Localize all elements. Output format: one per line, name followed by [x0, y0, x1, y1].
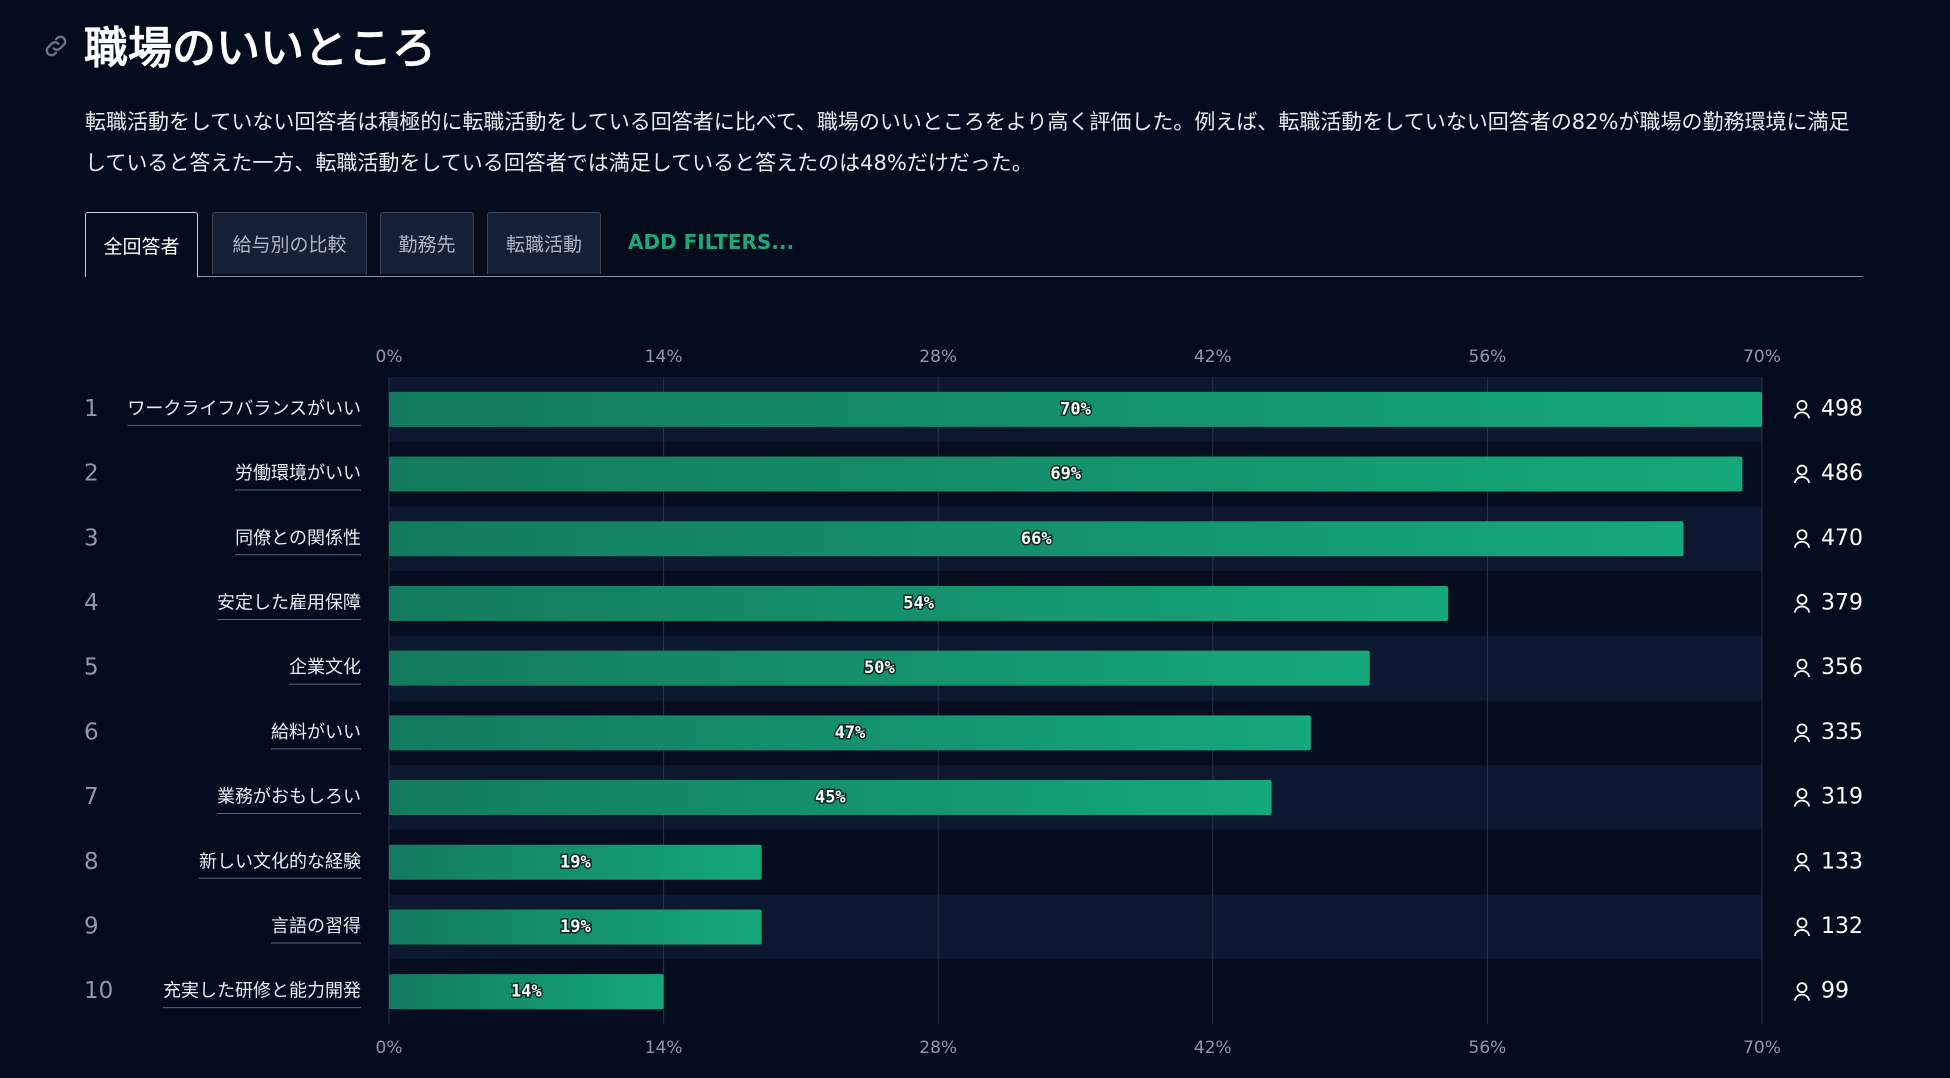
- description: 転職活動をしていない回答者は積極的に転職活動をしている回答者に比べて、職場のいい…: [85, 110, 1850, 175]
- rank: 3: [84, 525, 99, 551]
- person-icon: [1794, 399, 1810, 419]
- bar: [389, 650, 1370, 686]
- bar: [389, 844, 762, 880]
- tab[interactable]: 給与別の比較: [212, 212, 367, 274]
- count: 356: [1821, 655, 1863, 680]
- tab-bar: 全回答者 給与別の比較 勤務先 転職活動 ADD FILTERS...: [85, 212, 1863, 277]
- category-label: 新しい文化的な経験: [199, 851, 361, 872]
- x-tick-label: 28%: [919, 1038, 957, 1058]
- count: 335: [1821, 720, 1863, 745]
- x-tick-label: 28%: [919, 347, 957, 367]
- bar: [389, 909, 762, 945]
- x-tick-label: 42%: [1194, 1038, 1232, 1058]
- bar: [389, 391, 1762, 427]
- person-icon: [1794, 723, 1810, 742]
- count: 470: [1821, 526, 1863, 551]
- person-icon: [1794, 529, 1810, 548]
- category-label: 充実した研修と能力開発: [163, 981, 361, 1002]
- person-icon: [1794, 917, 1810, 937]
- x-tick-label: 0%: [376, 1038, 403, 1058]
- tab[interactable]: 全回答者: [85, 212, 198, 277]
- link-icon[interactable]: [42, 32, 70, 60]
- person-icon: [1794, 852, 1810, 872]
- x-tick-label: 56%: [1469, 347, 1507, 367]
- count: 486: [1821, 461, 1863, 486]
- count: 498: [1821, 396, 1863, 421]
- x-tick-label: 14%: [645, 1038, 683, 1058]
- person-icon: [1794, 982, 1810, 1001]
- tab[interactable]: 転職活動: [487, 212, 601, 274]
- value-label: 50%: [864, 658, 895, 678]
- x-tick-label: 56%: [1469, 1038, 1507, 1058]
- value-label: 14%: [511, 982, 542, 1002]
- bar: [389, 456, 1743, 492]
- x-tick-label: 0%: [376, 347, 403, 367]
- rank: 1: [84, 396, 99, 422]
- bar: [389, 585, 1449, 621]
- x-tick-label: 70%: [1743, 347, 1781, 367]
- value-label: 70%: [1060, 399, 1091, 419]
- rank: 9: [84, 913, 99, 939]
- count: 132: [1821, 914, 1863, 939]
- value-label: 19%: [560, 852, 591, 872]
- count: 379: [1821, 590, 1863, 615]
- category-label: 安定した雇用保障: [217, 592, 361, 613]
- rank: 7: [84, 784, 99, 810]
- rank: 5: [84, 655, 99, 681]
- category-label: ワークライフバランスがいい: [127, 398, 361, 419]
- rank: 8: [84, 849, 99, 875]
- rank: 6: [84, 719, 99, 745]
- category-label: 業務がおもしろい: [217, 787, 361, 808]
- person-icon: [1794, 788, 1810, 807]
- bar: [389, 780, 1272, 816]
- rank: 4: [84, 590, 99, 616]
- category-label: 同僚との関係性: [235, 528, 361, 549]
- person-icon: [1794, 594, 1810, 613]
- category-label: 企業文化: [289, 657, 361, 678]
- value-label: 69%: [1050, 464, 1081, 484]
- value-label: 19%: [560, 917, 591, 937]
- tab[interactable]: 勤務先: [380, 212, 474, 274]
- rank: 10: [84, 978, 113, 1004]
- category-label: 労働環境がいい: [235, 463, 361, 484]
- title: 職場のいいところ: [84, 23, 436, 74]
- value-label: 66%: [1021, 529, 1052, 549]
- count: 133: [1821, 849, 1863, 874]
- x-tick-label: 70%: [1743, 1038, 1781, 1058]
- value-label: 47%: [835, 723, 866, 743]
- person-icon: [1794, 658, 1810, 678]
- value-label: 45%: [815, 788, 846, 808]
- count: 99: [1821, 979, 1849, 1004]
- rank: 2: [84, 461, 99, 487]
- value-label: 54%: [903, 593, 934, 613]
- bar: [389, 521, 1684, 557]
- person-icon: [1794, 464, 1810, 484]
- x-tick-label: 14%: [645, 347, 683, 367]
- category-label: 給料がいい: [271, 722, 361, 743]
- category-label: 言語の習得: [271, 916, 361, 937]
- bar: [389, 974, 664, 1010]
- add-filters[interactable]: ADD FILTERS...: [628, 230, 795, 254]
- x-tick-label: 42%: [1194, 347, 1232, 367]
- bar: [389, 715, 1311, 751]
- count: 319: [1821, 785, 1863, 810]
